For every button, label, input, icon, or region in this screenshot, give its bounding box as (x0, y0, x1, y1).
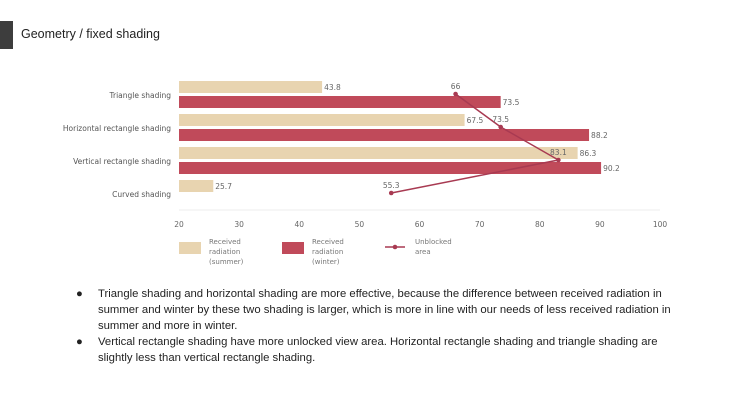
x-tick-label: 100 (653, 220, 668, 229)
legend-marker-unblocked (392, 244, 398, 250)
title-accent-block (0, 21, 13, 49)
unblocked-area-point (388, 190, 394, 196)
bullet-item: ● Vertical rectangle shading have more un… (76, 334, 676, 366)
bullet-item: ● Triangle shading and horizontal shading… (76, 286, 676, 334)
summer-bar-label: 86.3 (580, 149, 597, 158)
bullet-list: ● Triangle shading and horizontal shading… (76, 286, 676, 366)
slide-title: Geometry / fixed shading (21, 27, 160, 41)
legend-label: (winter) (312, 258, 340, 266)
legend-label: Received (209, 238, 241, 246)
winter-bar-label: 73.5 (503, 98, 520, 107)
unblocked-area-line (391, 93, 561, 194)
unblocked-area-label: 83.1 (550, 148, 567, 157)
x-tick-label: 20 (174, 220, 184, 229)
summer-bar (179, 180, 214, 192)
winter-bar (179, 96, 501, 108)
summer-bar-label: 25.7 (215, 182, 232, 191)
summer-bar (179, 147, 578, 159)
bullet-text: Vertical rectangle shading have more unl… (98, 336, 658, 364)
bullet-icon: ● (76, 288, 83, 300)
unblocked-area-label: 55.3 (383, 181, 400, 190)
x-tick-label: 50 (355, 220, 365, 229)
category-label: Horizontal rectangle shading (63, 124, 171, 133)
category-label: Curved shading (112, 190, 171, 199)
bar-chart: Triangle shading Horizontal rectangle sha… (63, 81, 668, 266)
x-tick-label: 90 (595, 220, 605, 229)
legend-swatch-winter (282, 242, 304, 254)
legend-label: radiation (312, 248, 343, 256)
x-tick-label: 30 (234, 220, 244, 229)
winter-bar-label: 88.2 (591, 131, 608, 140)
unblocked-area-point (498, 124, 503, 130)
x-tick-label: 70 (475, 220, 485, 229)
legend-label: Received (312, 238, 344, 246)
legend-label: radiation (209, 248, 240, 256)
category-label: Triangle shading (109, 91, 172, 100)
unblocked-area-label: 66 (451, 82, 461, 91)
bullet-text: Triangle shading and horizontal shading … (98, 288, 671, 332)
summer-bar-label: 67.5 (467, 116, 484, 125)
x-tick-label: 40 (294, 220, 304, 229)
summer-bar (179, 81, 323, 93)
category-label: Vertical rectangle shading (73, 157, 171, 166)
legend-label: (summer) (209, 258, 244, 266)
bullet-icon: ● (76, 336, 83, 348)
unblocked-area-point (556, 157, 561, 163)
legend-label: area (415, 248, 431, 256)
x-tick-label: 80 (535, 220, 545, 229)
winter-bar (179, 129, 590, 141)
x-tick-label: 60 (415, 220, 425, 229)
winter-bar (179, 162, 602, 174)
summer-bar-label: 43.8 (324, 83, 341, 92)
unblocked-area-point (453, 91, 458, 97)
winter-bar-label: 90.2 (603, 164, 620, 173)
legend-label: Unblocked (415, 238, 452, 246)
legend-swatch-summer (179, 242, 201, 254)
unblocked-area-label: 73.5 (492, 115, 509, 124)
summer-bar (179, 114, 465, 126)
